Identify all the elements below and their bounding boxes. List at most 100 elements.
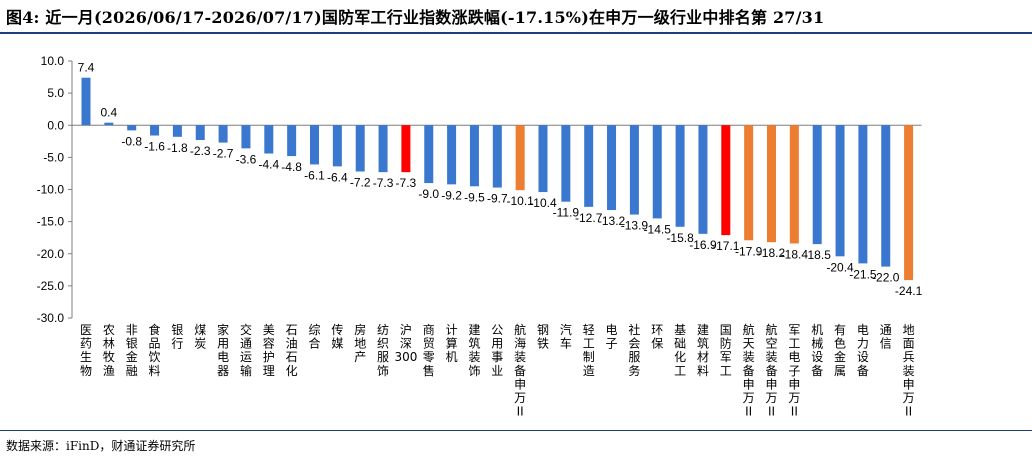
bar xyxy=(812,125,822,245)
category-label: 航天装备申万 II xyxy=(743,322,755,419)
bar xyxy=(515,125,525,191)
y-tick-label: -10.0 xyxy=(37,183,65,197)
category-label: 纺织服饰 xyxy=(377,323,389,378)
data-label: -6.4 xyxy=(327,170,348,184)
category-label: 沪深 300 xyxy=(394,323,417,364)
category-label: 地面兵装申万 II xyxy=(903,323,915,419)
bar xyxy=(81,77,91,126)
bar xyxy=(378,125,388,173)
category-label: 计算机 xyxy=(446,323,458,364)
category-label: 电子 xyxy=(606,323,618,351)
bar xyxy=(195,125,205,141)
category-label: 医药生物 xyxy=(80,323,92,378)
category-label: 有色金属 xyxy=(834,323,846,378)
bar-chart: 10.05.00.0-5.0-10.0-15.0-20.0-25.0-30.0 … xyxy=(37,54,923,419)
data-label: -0.8 xyxy=(121,134,142,148)
bar xyxy=(538,125,548,193)
category-label: 建筑材料 xyxy=(697,323,709,378)
bar xyxy=(904,125,914,281)
category-label: 环保 xyxy=(651,323,663,351)
data-label: -9.5 xyxy=(464,190,485,204)
category-label: 电力设备 xyxy=(857,323,869,378)
data-label: -12.7 xyxy=(575,211,603,225)
data-label: 0.4 xyxy=(101,106,118,120)
bar xyxy=(287,125,297,157)
category-label: 基础化工 xyxy=(674,323,686,378)
category-label: 食品饮料 xyxy=(149,322,161,378)
top-rule xyxy=(0,32,1032,34)
category-label: 房地产 xyxy=(354,322,366,364)
category-label: 航空装备申万 II xyxy=(765,322,777,419)
bar xyxy=(172,125,182,137)
category-label: 石油石化 xyxy=(286,323,298,378)
data-label: -3.6 xyxy=(236,152,257,166)
data-label: -11.9 xyxy=(553,206,580,220)
category-label: 军工电子申万 II xyxy=(788,323,800,419)
bar xyxy=(698,125,708,234)
category-label: 交通运输 xyxy=(240,322,252,378)
y-tick-label: -25.0 xyxy=(37,279,65,293)
category-label: 国防军工 xyxy=(720,323,732,378)
category-label: 建筑装饰 xyxy=(468,323,480,378)
data-label: -15.8 xyxy=(666,231,694,245)
bar xyxy=(218,125,228,143)
bar xyxy=(721,125,731,236)
category-label: 银行 xyxy=(171,323,183,351)
y-tick-label: -15.0 xyxy=(37,215,65,229)
bar xyxy=(127,125,137,131)
category-label: 商贸零售 xyxy=(423,322,435,378)
data-label: -22.0 xyxy=(872,271,900,285)
bar xyxy=(561,125,571,202)
data-label: -10.4 xyxy=(529,196,557,210)
category-label: 非银金融 xyxy=(126,323,138,378)
bar xyxy=(835,125,845,257)
y-tick-label: -5.0 xyxy=(43,150,64,164)
bar xyxy=(241,125,251,149)
data-label: -18.2 xyxy=(758,246,786,260)
data-label: -1.6 xyxy=(144,140,165,154)
data-label: -18.4 xyxy=(781,247,809,261)
data-label: -1.8 xyxy=(167,141,188,155)
category-label: 综合 xyxy=(308,323,320,351)
category-label: 社会服务 xyxy=(628,322,640,378)
category-label: 农林牧渔 xyxy=(103,323,115,378)
bar xyxy=(332,125,342,167)
data-label: -10.1 xyxy=(506,194,534,208)
bar xyxy=(652,125,662,219)
bar xyxy=(355,125,365,172)
data-label: -7.2 xyxy=(350,176,371,190)
category-label: 航海装备申万 II xyxy=(514,322,526,419)
bar xyxy=(401,125,411,173)
bar xyxy=(104,122,114,126)
bar xyxy=(767,125,776,243)
data-label: -4.8 xyxy=(281,160,302,174)
category-label: 美容护理 xyxy=(263,323,275,378)
data-label: -9.7 xyxy=(487,192,508,206)
data-label: -17.1 xyxy=(712,239,740,253)
bar xyxy=(469,125,479,187)
bar xyxy=(607,125,617,211)
data-label: -6.1 xyxy=(304,168,325,182)
y-tick-label: 10.0 xyxy=(41,54,65,68)
data-label: -9.2 xyxy=(441,188,462,202)
bar xyxy=(789,125,799,244)
bars-group xyxy=(81,77,914,281)
data-label: -21.5 xyxy=(849,267,877,281)
bar xyxy=(447,125,457,185)
y-tick-label: -30.0 xyxy=(37,311,65,325)
data-label: -16.9 xyxy=(689,238,717,252)
bar xyxy=(492,125,502,188)
y-tick-label: 0.0 xyxy=(47,118,64,132)
category-label: 煤炭 xyxy=(194,323,206,351)
data-label: -24.1 xyxy=(895,284,923,298)
bar xyxy=(584,125,594,207)
bar xyxy=(150,125,160,136)
bottom-rule xyxy=(0,430,1032,431)
y-tick-label: 5.0 xyxy=(47,86,64,100)
bar xyxy=(744,125,754,241)
data-label: -18.5 xyxy=(804,248,832,262)
data-label: 7.4 xyxy=(78,61,95,75)
data-label: -13.9 xyxy=(621,219,649,233)
category-label: 钢铁 xyxy=(537,323,549,351)
data-label: -7.3 xyxy=(396,176,417,190)
